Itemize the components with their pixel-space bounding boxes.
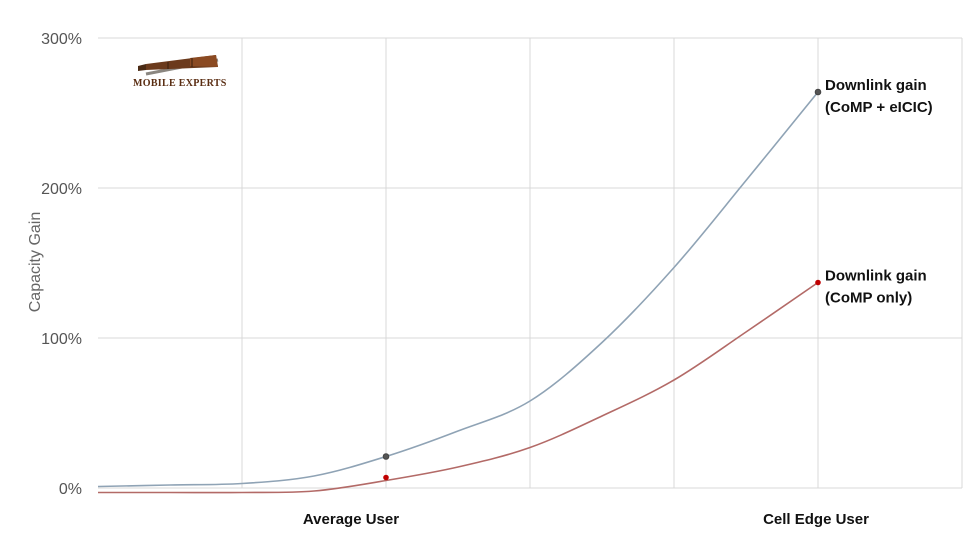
x-category-label: Average User	[303, 511, 399, 528]
x-category-label: Cell Edge User	[763, 511, 869, 528]
series-line-comp-eicic	[97, 91, 819, 488]
series-labels: Downlink gain (CoMP + eICIC) Downlink gain…	[825, 77, 933, 307]
y-axis-title: Capacity Gain	[27, 212, 44, 313]
series-marker	[382, 453, 390, 460]
series-label: Downlink gain	[825, 268, 927, 285]
y-tick-label: 0%	[59, 481, 82, 498]
y-tick-label: 100%	[41, 331, 82, 348]
series-marker	[814, 88, 822, 96]
series-lines	[97, 91, 819, 494]
axes: 0% 100% 200% 300% Average User Cell Edge User	[41, 31, 869, 528]
telescope-icon	[138, 55, 219, 76]
logo-text: MOBILE EXPERTS	[133, 78, 227, 89]
series-line-comp-only	[98, 281, 819, 494]
series-markers	[382, 88, 822, 481]
series-marker	[383, 474, 389, 481]
gridlines	[98, 37, 963, 489]
series-marker	[815, 279, 821, 286]
series-label: Downlink gain	[825, 77, 927, 94]
y-tick-label: 200%	[41, 181, 82, 198]
mobile-experts-logo: MOBILE EXPERTS	[133, 55, 227, 89]
series-label: (CoMP only)	[825, 290, 912, 307]
series-label: (CoMP + eICIC)	[825, 99, 933, 116]
y-tick-label: 300%	[41, 31, 82, 48]
